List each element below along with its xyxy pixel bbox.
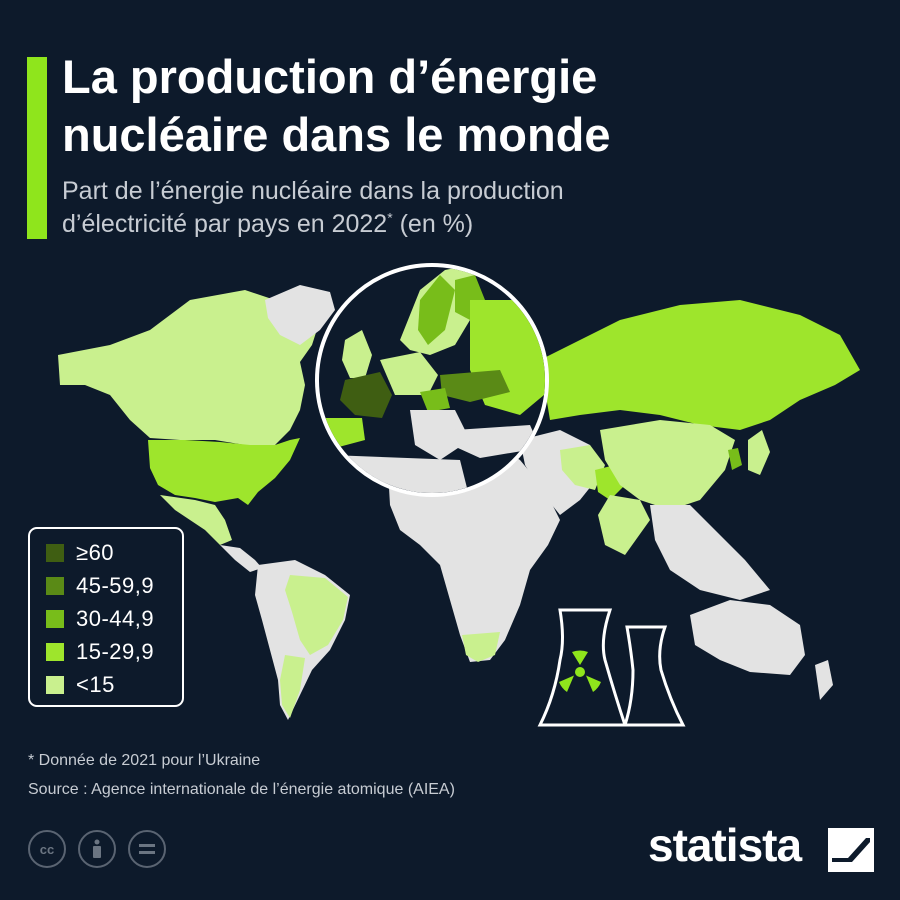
country-uk: [342, 330, 372, 378]
country-iran: [560, 445, 605, 490]
statista-logo-icon: [828, 828, 874, 872]
by-icon[interactable]: [78, 830, 116, 868]
title-accent-bar: [27, 57, 47, 239]
country-south-korea: [728, 448, 742, 470]
country-south-africa: [462, 632, 500, 662]
statista-logo-text[interactable]: statista: [648, 819, 802, 871]
subtitle-line-2-text: d’électricité par pays en 2022: [62, 210, 388, 238]
legend-swatch: [46, 676, 64, 694]
country-balkans: [410, 410, 470, 460]
legend-label: 45-59,9: [76, 573, 155, 598]
nuclear-plant-icon: [537, 608, 686, 727]
country-argentina: [280, 655, 305, 718]
legend-swatch: [46, 643, 64, 661]
country-ukraine: [440, 370, 510, 402]
title-line-2: nucléaire dans le monde: [62, 108, 611, 161]
legend-label: ≥60: [76, 540, 115, 565]
subtitle-footnote-marker: *: [387, 209, 393, 226]
nd-icon[interactable]: [128, 830, 166, 868]
legend-label: 15-29,9: [76, 639, 155, 664]
legend: ≥60 45-59,9 30-44,9 15-29,9 <15: [28, 527, 184, 707]
source-note: Source : Agence internationale de l’éner…: [28, 781, 455, 798]
legend-swatch: [46, 544, 64, 562]
legend-swatch: [46, 610, 64, 628]
title-line-1: La production d’énergie: [62, 50, 598, 103]
country-turkey: [455, 425, 540, 458]
country-central-europe: [380, 352, 438, 395]
country-usa: [148, 438, 300, 505]
country-hungary-slovakia: [420, 388, 450, 412]
country-india: [598, 495, 650, 555]
country-australia: [690, 600, 805, 675]
subtitle-line-1: Part de l’énergie nucléaire dans la prod…: [62, 177, 564, 205]
country-russia: [540, 300, 860, 430]
country-japan: [748, 430, 770, 475]
country-new-zealand: [815, 660, 833, 700]
country-brazil: [285, 575, 348, 655]
subtitle: Part de l’énergie nucléaire dans la prod…: [62, 175, 862, 241]
radiation-icon: [559, 650, 601, 692]
page-title: La production d’énergie nucléaire dans l…: [62, 48, 862, 164]
region-southeast-asia: [650, 505, 770, 600]
country-france: [340, 372, 392, 418]
country-canada: [58, 290, 320, 445]
legend-label: <15: [76, 672, 115, 697]
legend-label: 30-44,9: [76, 606, 155, 631]
country-sweden: [418, 275, 455, 345]
country-greenland: [265, 285, 335, 345]
legend-swatch: [46, 577, 64, 595]
country-mexico: [160, 495, 232, 545]
legend-item: 15-29,9: [46, 639, 155, 664]
legend-item: ≥60: [46, 540, 115, 565]
legend-item: <15: [46, 672, 115, 697]
world-map: [58, 263, 860, 720]
legend-item: 30-44,9: [46, 606, 155, 631]
cc-icon[interactable]: cc: [28, 830, 66, 868]
region-central-america: [220, 545, 262, 572]
subtitle-line-2: d’électricité par pays en 2022* (en %): [62, 208, 862, 241]
country-china: [600, 420, 735, 510]
subtitle-unit: (en %): [392, 210, 474, 238]
license-icons: cc: [28, 830, 166, 868]
legend-item: 45-59,9: [46, 573, 155, 598]
footnote: * Donnée de 2021 pour l’Ukraine: [28, 752, 261, 769]
